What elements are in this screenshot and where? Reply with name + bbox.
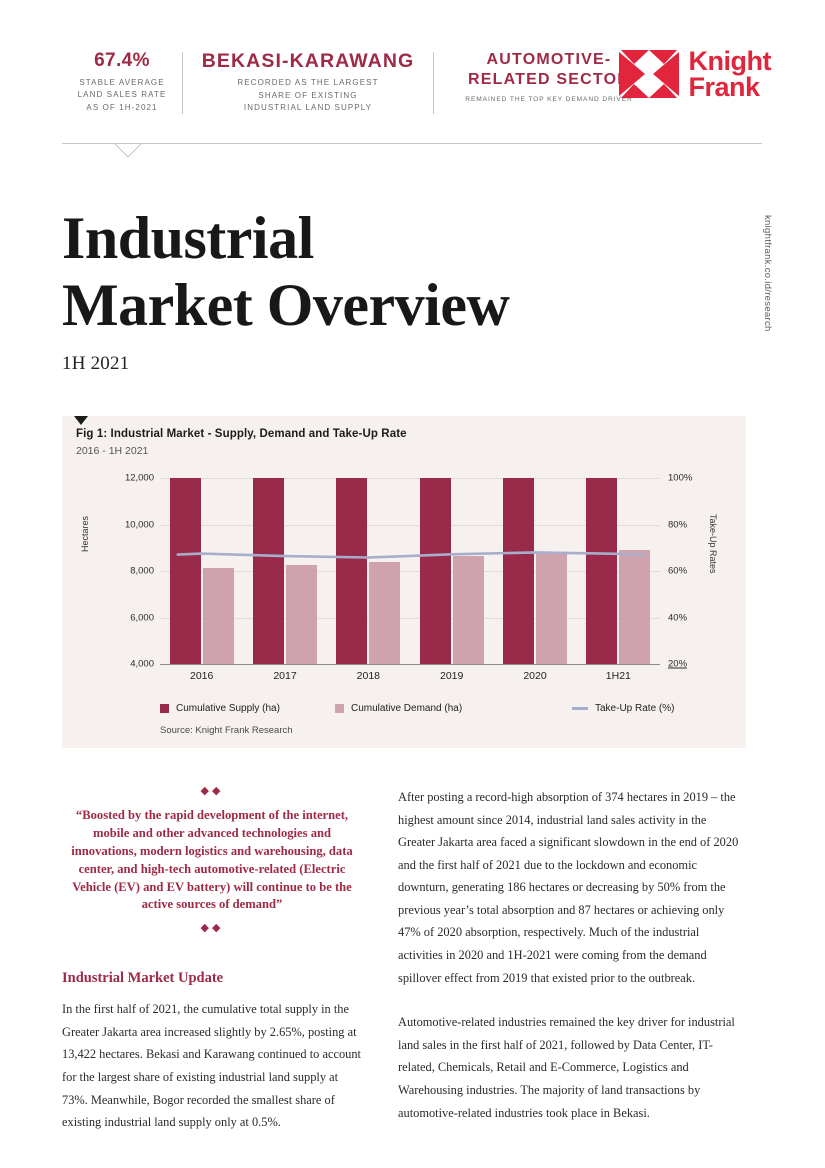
bar-supply bbox=[586, 478, 618, 664]
chart-source: Source: Knight Frank Research bbox=[160, 725, 293, 736]
stat-divider-2 bbox=[433, 52, 434, 114]
knight-frank-logo: Knight Frank bbox=[618, 46, 772, 103]
stat-headline: BEKASI-KARAWANG bbox=[201, 50, 415, 72]
gridline bbox=[160, 571, 660, 572]
chart-plot-area: 12,000 10,000 8,000 6,000 4,000 100% 80% 60% 40%… bbox=[125, 473, 692, 683]
page-subtitle: 1H 2021 bbox=[62, 353, 130, 375]
take-up-rate-line bbox=[176, 551, 644, 559]
bar-supply bbox=[336, 478, 368, 664]
legend-label: Cumulative Demand (ha) bbox=[351, 703, 463, 714]
left-column: ◆◆ “Boosted by the rapid development of … bbox=[62, 786, 362, 1134]
chart-panel: Fig 1: Industrial Market - Supply, Deman… bbox=[62, 416, 746, 748]
y-axis-tick: 12,000 bbox=[124, 472, 154, 484]
legend-item-takeup: Take-Up Rate (%) bbox=[572, 703, 674, 714]
y-axis-tick: 8,000 bbox=[130, 565, 154, 577]
legend-label: Take-Up Rate (%) bbox=[595, 703, 675, 714]
chart-legend: Cumulative Supply (ha) Cumulative Demand… bbox=[160, 703, 730, 717]
x-axis-tick: 1H21 bbox=[605, 670, 631, 682]
stat-card-land-sales-rate: 67.4% STABLE AVERAGE LAND SALES RATE AS … bbox=[62, 50, 182, 114]
x-axis-tick: 2016 bbox=[189, 670, 214, 682]
paragraph-absorption: After posting a record-high absorption o… bbox=[398, 790, 739, 985]
bar-demand bbox=[452, 555, 484, 664]
bar-demand bbox=[536, 553, 567, 664]
legend-label: Cumulative Supply (ha) bbox=[176, 703, 280, 714]
chart-subtitle: 2016 - 1H 2021 bbox=[76, 445, 149, 457]
research-url[interactable]: knightfrank.co.id/research bbox=[762, 215, 773, 332]
paragraph-market-update: In the first half of 2021, the cumulativ… bbox=[62, 1002, 361, 1130]
logo-line-2: Frank bbox=[688, 72, 761, 103]
quote-ornament-top: ◆◆ bbox=[200, 785, 224, 797]
right-column: After posting a record-high absorption o… bbox=[398, 786, 746, 1124]
y-axis-tick: 6,000 bbox=[130, 612, 154, 623]
stat-divider-1 bbox=[182, 52, 183, 114]
separator-notch-icon bbox=[114, 143, 142, 158]
gridline bbox=[160, 664, 660, 665]
bar-demand bbox=[286, 564, 317, 664]
y-axis-tick: 10,000 bbox=[124, 519, 154, 530]
page-title: Industrial Market Overview bbox=[62, 205, 662, 339]
stat-headline: AUTOMOTIVE- RELATED SECTOR bbox=[468, 51, 630, 88]
x-axis-tick: 2019 bbox=[439, 670, 464, 682]
stat-subtext: RECORDED AS THE LARGEST SHARE OF EXISTIN… bbox=[237, 78, 379, 113]
y2-axis-tick: 40% bbox=[668, 612, 688, 623]
gridline bbox=[160, 478, 660, 479]
stat-card-bekasi-karawang: BEKASI-KARAWANG RECORDED AS THE LARGEST … bbox=[183, 50, 433, 115]
stat-headline: 67.4% bbox=[94, 50, 150, 71]
page-header: 67.4% STABLE AVERAGE LAND SALES RATE AS … bbox=[0, 0, 825, 158]
key-stats-row: 67.4% STABLE AVERAGE LAND SALES RATE AS … bbox=[62, 50, 772, 128]
bar-demand bbox=[369, 561, 401, 664]
y2-axis-tick: 100% bbox=[668, 472, 693, 484]
bar-supply bbox=[503, 478, 534, 664]
y2-axis-title: Take-Up Rates bbox=[708, 514, 718, 574]
x-axis-tick: 2020 bbox=[523, 670, 547, 682]
gridline bbox=[160, 617, 660, 619]
y2-axis-tick: 60% bbox=[668, 565, 688, 577]
legend-swatch-demand bbox=[335, 704, 344, 713]
y-axis-title: Hectares bbox=[80, 516, 90, 553]
knight-frank-diamond-icon bbox=[618, 50, 679, 99]
y-axis-tick: 4,000 bbox=[130, 658, 154, 670]
x-axis-tick: 2017 bbox=[273, 670, 297, 682]
pull-quote: “Boosted by the rapid development of the… bbox=[71, 808, 353, 912]
stat-subtext: STABLE AVERAGE LAND SALES RATE AS OF 1H-… bbox=[77, 77, 167, 112]
logo-line-1: Knight bbox=[688, 46, 772, 76]
chart-title: Fig 1: Industrial Market - Supply, Deman… bbox=[76, 428, 407, 440]
y2-axis-tick: 80% bbox=[668, 519, 688, 530]
bar-supply bbox=[253, 478, 284, 664]
quote-ornament-bottom: ◆◆ bbox=[200, 922, 224, 935]
header-separator bbox=[62, 143, 762, 161]
legend-item-supply: Cumulative Supply (ha) bbox=[160, 703, 280, 714]
page-title-line-2: Market Overview bbox=[62, 272, 510, 339]
bar-demand bbox=[619, 550, 651, 664]
x-axis-tick: 2018 bbox=[356, 670, 381, 682]
legend-item-demand: Cumulative Demand (ha) bbox=[335, 703, 462, 714]
logo-wordmark: Knight Frank bbox=[688, 46, 772, 103]
chart-flag-icon bbox=[74, 416, 88, 425]
legend-swatch-takeup-line bbox=[572, 707, 588, 710]
bar-supply bbox=[419, 478, 451, 664]
bar-demand bbox=[202, 568, 234, 664]
title-block: Industrial Market Overview 1H 2021 bbox=[62, 205, 662, 375]
paragraph-automotive: Automotive-related industries remained t… bbox=[398, 1015, 735, 1120]
stat-card-automotive-sector: AUTOMOTIVE- RELATED SECTOR REMAINED THE … bbox=[434, 50, 664, 105]
y2-axis-tick: 20% bbox=[668, 658, 688, 670]
legend-swatch-supply bbox=[160, 704, 169, 713]
bar-supply bbox=[169, 478, 201, 664]
gridline bbox=[160, 524, 660, 526]
page-title-line-1: Industrial bbox=[62, 205, 314, 271]
section-heading-market-update: Industrial Market Update bbox=[62, 970, 224, 987]
stat-subtext: REMAINED THE TOP KEY DEMAND DRIVER bbox=[465, 96, 633, 103]
